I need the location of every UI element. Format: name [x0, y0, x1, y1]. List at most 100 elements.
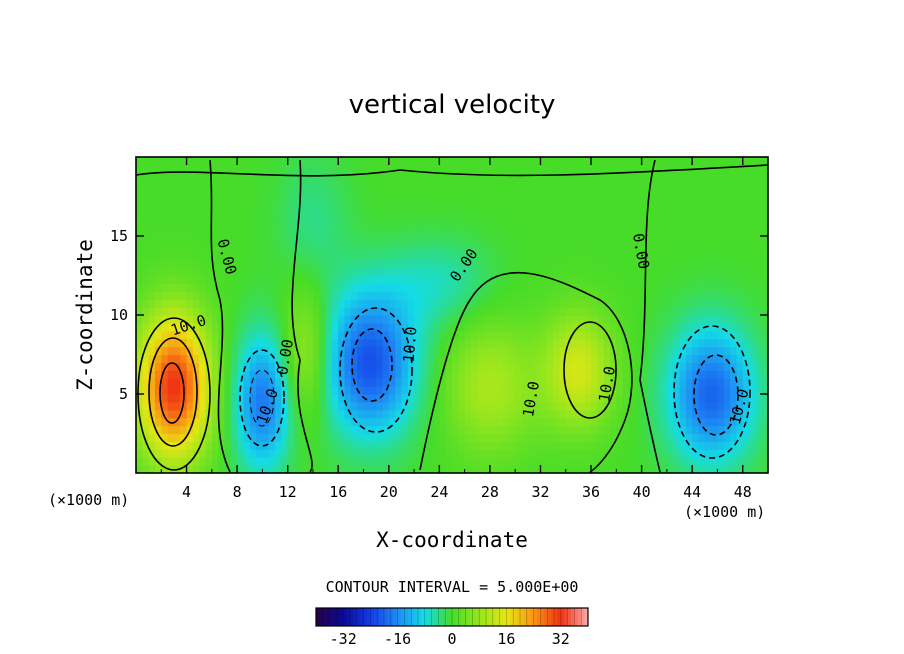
- field-cell: [496, 212, 504, 221]
- field-cell: [489, 378, 497, 387]
- field-cell: [736, 204, 744, 213]
- field-cell: [578, 196, 586, 205]
- field-cell: [742, 386, 750, 395]
- field-cell: [382, 196, 390, 205]
- field-cell: [275, 378, 282, 387]
- field-cell: [331, 338, 339, 348]
- field-cell: [698, 228, 706, 237]
- field-cell: [470, 354, 478, 363]
- field-cell: [749, 259, 756, 269]
- field-cell: [496, 370, 504, 379]
- colorbar-segment: [326, 608, 330, 626]
- field-cell: [243, 212, 251, 221]
- field-cell: [458, 212, 466, 221]
- field-cell: [502, 449, 510, 458]
- field-cell: [382, 299, 390, 308]
- field-cell: [704, 299, 712, 308]
- colorbar-segment: [523, 608, 528, 626]
- field-cell: [755, 433, 763, 442]
- field-cell: [249, 212, 257, 221]
- field-cell: [616, 346, 624, 356]
- field-cell: [496, 417, 504, 427]
- field-cell: [628, 386, 636, 395]
- field-cell: [363, 417, 371, 427]
- field-cell: [496, 449, 504, 458]
- field-cell: [546, 228, 554, 237]
- field-cell: [262, 283, 270, 292]
- field-cell: [287, 236, 295, 245]
- field-cell: [597, 275, 605, 284]
- field-cell: [388, 251, 396, 261]
- field-cell: [477, 251, 485, 261]
- field-cell: [199, 180, 207, 190]
- field-cell: [445, 307, 453, 316]
- field-cell: [395, 220, 403, 229]
- field-cell: [148, 394, 156, 403]
- field-cell: [281, 449, 289, 458]
- field-cell: [508, 433, 516, 442]
- field-cell: [148, 441, 156, 450]
- field-cell: [591, 307, 598, 316]
- field-cell: [723, 164, 731, 174]
- field-cell: [294, 164, 301, 174]
- field-cell: [148, 354, 156, 363]
- field-cell: [616, 338, 624, 348]
- field-cell: [698, 386, 706, 395]
- field-cell: [572, 441, 579, 450]
- field-cell: [357, 291, 365, 300]
- field-cell: [698, 220, 706, 229]
- field-cell: [363, 188, 371, 198]
- field-cell: [578, 378, 586, 387]
- field-cell: [521, 322, 529, 332]
- field-cell: [256, 378, 263, 387]
- field-cell: [616, 172, 624, 182]
- field-cell: [502, 267, 510, 277]
- field-cell: [591, 338, 598, 348]
- field-cell: [199, 354, 207, 363]
- field-cell: [439, 275, 447, 284]
- field-cell: [401, 188, 409, 198]
- field-cell: [211, 346, 219, 356]
- field-cell: [685, 236, 693, 245]
- field-cell: [325, 212, 333, 221]
- field-cell: [685, 180, 693, 190]
- field-cell: [268, 370, 276, 379]
- field-cell: [363, 386, 371, 395]
- field-cell: [414, 346, 421, 356]
- field-cell: [723, 449, 731, 458]
- field-cell: [717, 204, 725, 213]
- field-cell: [136, 212, 143, 221]
- field-cell: [597, 196, 605, 205]
- field-cell: [572, 157, 579, 166]
- field-cell: [679, 386, 687, 395]
- field-cell: [136, 322, 143, 332]
- field-cell: [167, 275, 175, 284]
- field-cell: [192, 362, 200, 371]
- field-cell: [470, 425, 478, 435]
- field-cell: [388, 299, 396, 308]
- field-cell: [211, 330, 219, 340]
- field-cell: [502, 441, 510, 450]
- field-cell: [369, 157, 377, 166]
- field-cell: [496, 386, 504, 395]
- field-cell: [388, 346, 396, 356]
- field-cell: [704, 212, 712, 221]
- field-cell: [742, 378, 750, 387]
- field-cell: [300, 236, 308, 245]
- field-cell: [666, 259, 674, 269]
- field-cell: [161, 441, 169, 450]
- field-cell: [647, 259, 655, 269]
- field-cell: [723, 441, 731, 450]
- field-cell: [723, 315, 731, 324]
- field-cell: [628, 346, 636, 356]
- field-cell: [142, 236, 150, 245]
- field-cell: [306, 433, 314, 442]
- colorbar-segment: [384, 608, 388, 626]
- field-cell: [142, 330, 150, 340]
- field-cell: [730, 465, 737, 473]
- field-cell: [654, 228, 662, 237]
- field-cell: [477, 172, 485, 182]
- field-cell: [742, 228, 750, 237]
- field-cell: [445, 228, 453, 237]
- field-cell: [319, 386, 327, 395]
